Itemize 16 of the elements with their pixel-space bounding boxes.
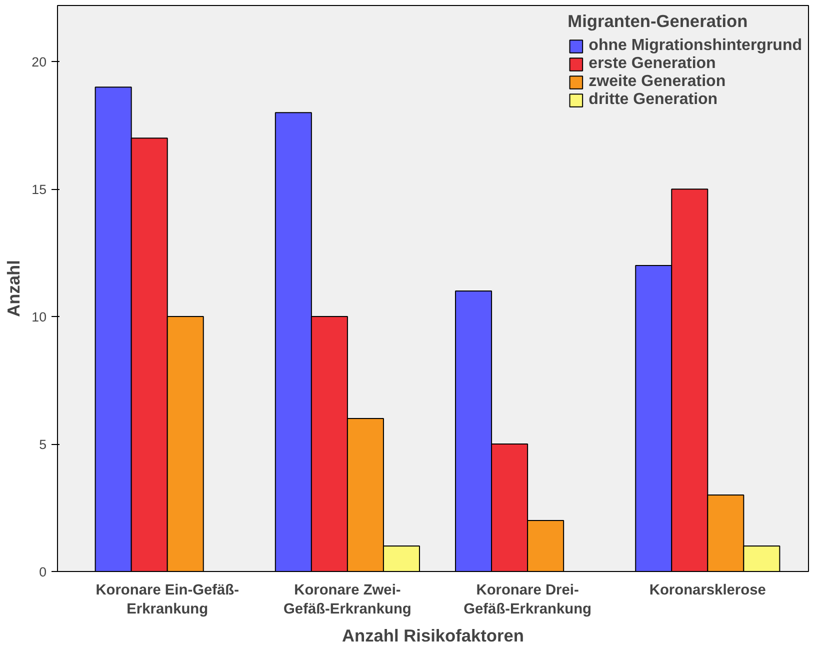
legend-label: ohne Migrationshintergrund (588, 37, 802, 55)
y-tick-label: 5 (39, 437, 47, 452)
x-tick-label: Koronare Drei- Gefäß-Erkrankung (464, 582, 592, 618)
y-tick-label: 0 (39, 564, 47, 580)
x-tick-label: Koronare Zwei- Gefäß-Erkrankung (284, 582, 412, 618)
legend-label: zweite Generation (588, 73, 726, 91)
y-axis-title: Anzahl (4, 260, 24, 317)
x-tick-label: Koronarsklerose (649, 582, 766, 598)
legend-label: erste Generation (588, 55, 716, 73)
y-tick-label: 15 (32, 182, 47, 198)
legend-title: Migranten-Generation (568, 11, 749, 32)
legend-label: dritte Generation (588, 91, 718, 109)
x-axis-title: Anzahl Risikofaktoren (342, 626, 524, 646)
y-tick-label: 10 (32, 310, 47, 325)
x-tick-label: Koronare Ein-Gefäß- Erkrankung (96, 582, 240, 618)
y-tick-label: 20 (32, 54, 47, 70)
